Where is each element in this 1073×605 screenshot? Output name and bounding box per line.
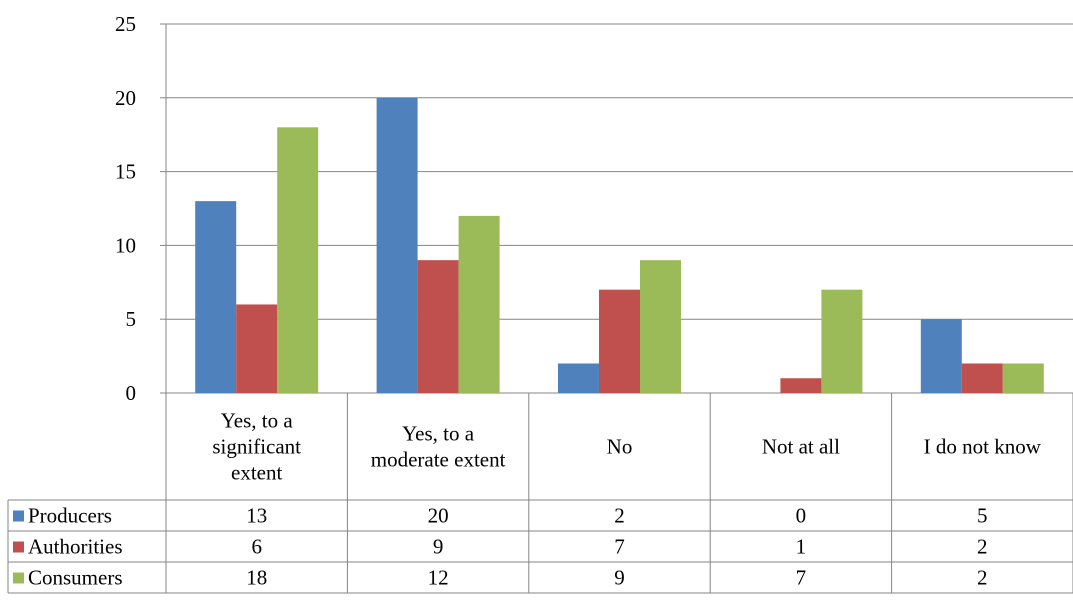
data-table-value: 7 — [796, 566, 807, 590]
y-tick-label: 5 — [126, 307, 137, 331]
bar-consumers-1 — [458, 215, 500, 393]
data-table-value: 12 — [428, 566, 449, 590]
bar-authorities-0 — [236, 304, 278, 393]
data-table-value: 2 — [977, 535, 988, 559]
data-table-value: 18 — [246, 566, 267, 590]
data-table-value: 20 — [428, 504, 449, 528]
bar-consumers-2 — [640, 260, 681, 393]
bar-producers-4 — [920, 319, 962, 393]
y-tick-label: 0 — [126, 381, 137, 405]
bar-consumers-3 — [821, 289, 863, 393]
legend-key-producers — [13, 510, 24, 522]
bar-producers-1 — [376, 97, 418, 394]
bar-authorities-2 — [599, 289, 640, 393]
category-label: extent — [231, 461, 282, 485]
legend-key-authorities — [13, 541, 24, 553]
data-table-value: 2 — [977, 566, 988, 590]
category-label: No — [607, 435, 633, 459]
series-name-authorities: Authorities — [28, 535, 123, 559]
data-table-value: 0 — [796, 504, 807, 528]
y-tick-label: 25 — [115, 12, 136, 36]
data-table-value: 2 — [614, 504, 625, 528]
bar-producers-2 — [558, 363, 599, 393]
category-label: Not at all — [762, 435, 840, 459]
legend-key-consumers — [13, 572, 24, 584]
y-tick-label: 10 — [115, 233, 136, 257]
data-table-value: 9 — [614, 566, 625, 590]
y-tick-label: 20 — [115, 86, 136, 110]
data-table-value: 6 — [251, 535, 262, 559]
series-name-consumers: Consumers — [28, 566, 123, 590]
bar-consumers-0 — [277, 127, 319, 393]
bar-producers-0 — [195, 201, 237, 393]
data-table-value: 13 — [246, 504, 267, 528]
bar-authorities-1 — [417, 260, 459, 393]
series-name-producers: Producers — [28, 504, 112, 528]
category-label: significant — [212, 435, 301, 459]
data-table-value: 7 — [614, 535, 625, 559]
category-label: moderate extent — [371, 448, 506, 472]
y-tick-label: 15 — [115, 160, 136, 184]
bar-authorities-3 — [780, 378, 822, 393]
bar-consumers-4 — [1002, 363, 1044, 393]
category-label: Yes, to a — [402, 422, 475, 446]
category-label: I do not know — [924, 435, 1042, 459]
bar-authorities-4 — [961, 363, 1003, 393]
category-label: Yes, to a — [221, 409, 294, 433]
data-table-value: 9 — [433, 535, 444, 559]
data-table-value: 5 — [977, 504, 988, 528]
data-table-value: 1 — [796, 535, 807, 559]
